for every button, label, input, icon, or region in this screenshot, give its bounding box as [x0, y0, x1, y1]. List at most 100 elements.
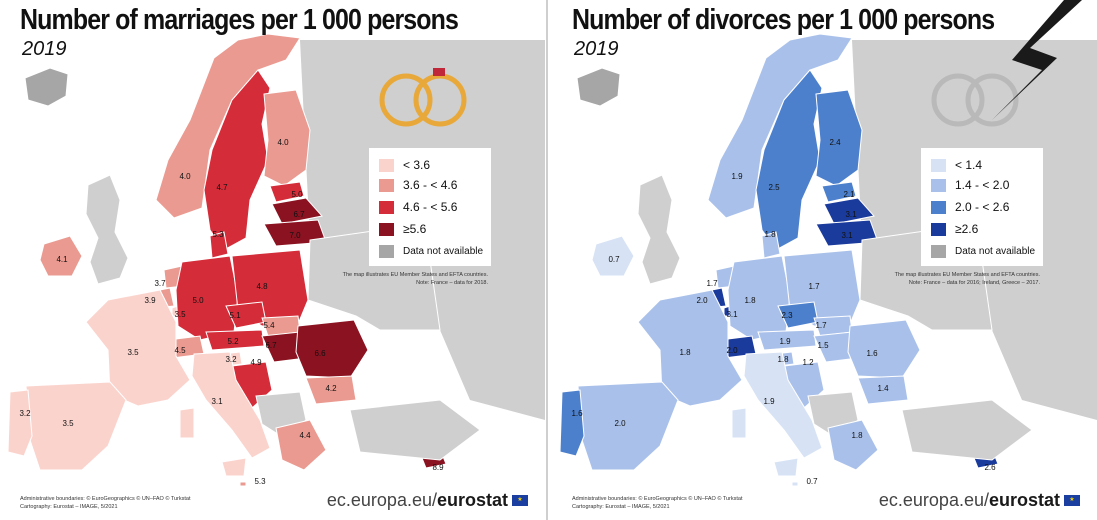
region-italy [743, 351, 823, 459]
value-label: 5.3 [212, 230, 224, 239]
legend-item: 3.6 - < 4.6 [379, 178, 457, 192]
region-iceland [576, 67, 621, 107]
region-greece [827, 419, 879, 471]
value-label: 2.0 [696, 296, 708, 305]
region-ireland [591, 235, 635, 277]
value-label: 3.2 [225, 355, 237, 364]
map-note: The map illustrates EU Member States and… [342, 272, 488, 286]
legend-item: < 3.6 [379, 158, 430, 172]
value-label: 4.8 [256, 282, 268, 291]
value-label: 6.7 [293, 210, 305, 219]
region-romania [847, 319, 921, 379]
value-label: 3.1 [841, 231, 853, 240]
legend-label: < 1.4 [955, 158, 983, 172]
legend-item: 4.6 - < 5.6 [379, 200, 457, 214]
region-uk [637, 174, 681, 285]
legend-label: Data not available [403, 245, 484, 257]
region-romania [295, 319, 369, 379]
region-bulgaria [305, 375, 357, 405]
value-label: 3.1 [845, 210, 857, 219]
value-label: 2.1 [843, 190, 855, 199]
region-finland [815, 89, 863, 187]
region-sardinia [179, 407, 195, 439]
legend-label: 3.6 - < 4.6 [403, 178, 458, 192]
region-malta [239, 481, 247, 487]
region-austria [205, 329, 265, 351]
legend-item: 1.4 - < 2.0 [931, 178, 1009, 192]
legend-swatch [379, 158, 394, 172]
value-label: 5.4 [263, 321, 275, 330]
region-portugal [7, 389, 33, 457]
map-legend: < 1.4 1.4 - < 2.0 2.0 - < 2.6 ≥2.6 Data not … [921, 148, 1043, 266]
legend-item: < 1.4 [931, 158, 982, 172]
eurostat-link[interactable]: ec.europa.eu/eurostat [326, 490, 508, 510]
legend-item: Data not available [379, 244, 483, 258]
legend-item: ≥5.6 [379, 222, 426, 236]
legend-swatch [931, 158, 946, 172]
value-label: 1.7 [808, 282, 820, 291]
value-label: 3.5 [174, 310, 186, 319]
value-label: 1.6 [866, 349, 878, 358]
value-label: 1.4 [877, 384, 889, 393]
value-label: 2.6 [984, 463, 996, 472]
region-sweden [203, 69, 271, 251]
map-year: 2019 [574, 38, 619, 60]
legend-label: 2.0 - < 2.6 [955, 200, 1010, 214]
value-label: 3.1 [726, 310, 738, 319]
eurostat-link[interactable]: ec.europa.eu/eurostat [878, 490, 1060, 510]
map-year: 2019 [22, 38, 67, 60]
value-label: 4.2 [325, 384, 337, 393]
region-uk [85, 174, 129, 285]
value-label: 2.4 [829, 138, 841, 147]
legend-label: 1.4 - < 2.0 [955, 178, 1010, 192]
value-label: 1.9 [763, 397, 775, 406]
value-label: 0.7 [608, 255, 620, 264]
value-label: 7.0 [289, 231, 301, 240]
region-finland [263, 89, 311, 187]
region-turkey [349, 399, 481, 461]
region-sardinia [731, 407, 747, 439]
region-france [637, 289, 743, 407]
value-label: 3.1 [211, 397, 223, 406]
value-label: 2.3 [781, 311, 793, 320]
value-label: 3.2 [19, 409, 31, 418]
marriages-map [7, 33, 545, 487]
value-label: 1.9 [779, 337, 791, 346]
value-label: 5.2 [227, 337, 239, 346]
value-label: 1.2 [802, 358, 814, 367]
value-label: 4.4 [299, 431, 311, 440]
legend-label: Data not available [955, 245, 1036, 257]
value-label: 1.7 [706, 279, 718, 288]
credits: Administrative boundaries: © EuroGeograp… [20, 496, 191, 510]
value-label: 1.8 [777, 355, 789, 364]
legend-swatch [931, 222, 946, 236]
map-title: Number of divorces per 1 000 persons [572, 4, 995, 36]
value-label: 2.0 [726, 346, 738, 355]
marriages-map-panel: Number of marriages per 1 000 persons 20… [0, 0, 545, 520]
value-label: 1.8 [744, 296, 756, 305]
region-latvia [271, 197, 323, 225]
value-label: 4.7 [216, 183, 228, 192]
value-label: 1.6 [571, 409, 583, 418]
value-label: 5.0 [192, 296, 204, 305]
legend-label: 4.6 - < 5.6 [403, 200, 458, 214]
region-malta [791, 481, 799, 487]
value-label: 1.8 [764, 230, 776, 239]
region-sweden [755, 69, 823, 251]
value-label: 5.0 [291, 190, 303, 199]
legend-label: < 3.6 [403, 158, 431, 172]
region-austria [757, 329, 817, 351]
wedding-rings-icon [379, 68, 467, 127]
value-label: 5.3 [254, 477, 266, 486]
region-norway [155, 33, 301, 219]
panel-divider [546, 0, 548, 520]
value-label: 6.6 [314, 349, 326, 358]
legend-swatch [379, 178, 394, 192]
eu-flag-icon: ★ [512, 495, 528, 506]
region-estonia [269, 181, 305, 203]
region-norway [707, 33, 853, 219]
map-note: The map illustrates EU Member States and… [894, 272, 1040, 286]
legend-swatch [931, 200, 946, 214]
broken-rings-icon [931, 0, 1082, 127]
region-estonia [821, 181, 857, 203]
